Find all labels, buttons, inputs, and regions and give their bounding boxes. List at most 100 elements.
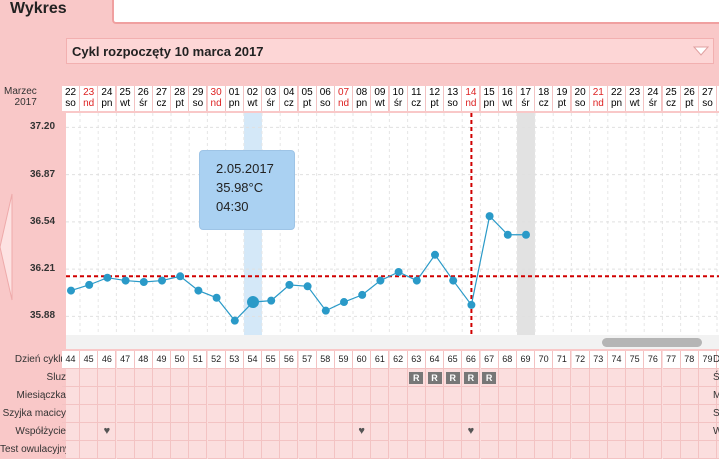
row-ovulation-test-cell[interactable] bbox=[80, 441, 99, 459]
row-intercourse-cell[interactable] bbox=[298, 423, 317, 441]
row-intercourse-cell[interactable] bbox=[262, 423, 281, 441]
row-intercourse-cell[interactable] bbox=[426, 423, 444, 441]
row-cervix-cell[interactable] bbox=[244, 405, 262, 423]
row-intercourse-cell[interactable] bbox=[335, 423, 353, 441]
row-ovulation-test-cell[interactable] bbox=[462, 441, 481, 459]
row-cervix-cell[interactable] bbox=[644, 405, 663, 423]
row-mucus-cell[interactable] bbox=[207, 369, 226, 387]
row-ovulation-test-cell[interactable] bbox=[280, 441, 299, 459]
row-cervix-cell[interactable] bbox=[262, 405, 281, 423]
row-menstruation-cell[interactable] bbox=[262, 387, 281, 405]
row-menstruation-cell[interactable] bbox=[316, 387, 335, 405]
row-mucus-cell[interactable] bbox=[298, 369, 317, 387]
row-ovulation-test-cell[interactable] bbox=[498, 441, 517, 459]
row-ovulation-test-cell[interactable] bbox=[389, 441, 408, 459]
row-intercourse-cell[interactable] bbox=[626, 423, 645, 441]
row-cervix-cell[interactable] bbox=[80, 405, 99, 423]
row-ovulation-test-cell[interactable] bbox=[426, 441, 444, 459]
row-cervix-cell[interactable] bbox=[116, 405, 135, 423]
row-cervix-cell[interactable] bbox=[571, 405, 590, 423]
row-ovulation-test-cell[interactable] bbox=[662, 441, 681, 459]
row-ovulation-test-cell[interactable] bbox=[589, 441, 608, 459]
row-mucus-cell[interactable] bbox=[517, 369, 535, 387]
row-intercourse-cell[interactable] bbox=[571, 423, 590, 441]
row-mucus-cell[interactable] bbox=[589, 369, 608, 387]
row-menstruation-cell[interactable] bbox=[535, 387, 554, 405]
row-intercourse-cell[interactable] bbox=[153, 423, 171, 441]
row-cervix-cell[interactable] bbox=[335, 405, 353, 423]
row-ovulation-test-cell[interactable] bbox=[353, 441, 372, 459]
row-menstruation-cell[interactable] bbox=[608, 387, 626, 405]
row-menstruation-cell[interactable] bbox=[280, 387, 299, 405]
row-intercourse-cell[interactable] bbox=[480, 423, 499, 441]
row-mucus-cell[interactable] bbox=[225, 369, 244, 387]
row-mucus-cell[interactable] bbox=[153, 369, 171, 387]
row-intercourse-cell[interactable] bbox=[134, 423, 153, 441]
row-intercourse-cell[interactable] bbox=[371, 423, 390, 441]
row-mucus-cell[interactable] bbox=[699, 369, 717, 387]
horizontal-scrollbar[interactable] bbox=[66, 335, 719, 349]
row-menstruation-cell[interactable] bbox=[353, 387, 372, 405]
row-mucus-cell[interactable] bbox=[717, 369, 719, 387]
row-cervix-cell[interactable] bbox=[280, 405, 299, 423]
row-ovulation-test-cell[interactable] bbox=[335, 441, 353, 459]
row-ovulation-test-cell[interactable] bbox=[644, 441, 663, 459]
row-ovulation-test-cell[interactable] bbox=[244, 441, 262, 459]
row-cervix-cell[interactable] bbox=[662, 405, 681, 423]
row-cervix-cell[interactable] bbox=[589, 405, 608, 423]
row-menstruation-cell[interactable] bbox=[207, 387, 226, 405]
row-menstruation-cell[interactable] bbox=[498, 387, 517, 405]
row-cervix-cell[interactable] bbox=[517, 405, 535, 423]
row-intercourse-cell[interactable] bbox=[662, 423, 681, 441]
row-menstruation-cell[interactable] bbox=[480, 387, 499, 405]
row-cervix-cell[interactable] bbox=[171, 405, 190, 423]
row-ovulation-test-cell[interactable] bbox=[316, 441, 335, 459]
row-ovulation-test-cell[interactable] bbox=[225, 441, 244, 459]
row-cervix-cell[interactable] bbox=[462, 405, 481, 423]
row-cervix-cell[interactable] bbox=[98, 405, 117, 423]
row-intercourse-cell[interactable] bbox=[116, 423, 135, 441]
row-mucus-cell[interactable] bbox=[171, 369, 190, 387]
row-ovulation-test-cell[interactable] bbox=[134, 441, 153, 459]
row-mucus-cell[interactable] bbox=[335, 369, 353, 387]
row-intercourse-cell[interactable] bbox=[207, 423, 226, 441]
scrollbar-thumb[interactable] bbox=[602, 338, 702, 347]
row-menstruation-cell[interactable] bbox=[717, 387, 719, 405]
row-menstruation-cell[interactable] bbox=[335, 387, 353, 405]
row-menstruation-cell[interactable] bbox=[98, 387, 117, 405]
mucus-cell[interactable]: R bbox=[444, 369, 463, 387]
row-cervix-cell[interactable] bbox=[153, 405, 171, 423]
row-ovulation-test-cell[interactable] bbox=[207, 441, 226, 459]
row-mucus-cell[interactable] bbox=[62, 369, 80, 387]
row-cervix-cell[interactable] bbox=[498, 405, 517, 423]
row-cervix-cell[interactable] bbox=[62, 405, 80, 423]
row-cervix-cell[interactable] bbox=[389, 405, 408, 423]
row-intercourse-cell[interactable] bbox=[80, 423, 99, 441]
row-menstruation-cell[interactable] bbox=[444, 387, 463, 405]
row-intercourse-cell[interactable] bbox=[244, 423, 262, 441]
row-mucus-cell[interactable] bbox=[608, 369, 626, 387]
row-menstruation-cell[interactable] bbox=[462, 387, 481, 405]
row-mucus-cell[interactable] bbox=[244, 369, 262, 387]
row-intercourse-cell[interactable] bbox=[680, 423, 699, 441]
row-mucus-cell[interactable] bbox=[280, 369, 299, 387]
prev-arrow-icon[interactable] bbox=[0, 192, 14, 302]
row-ovulation-test-cell[interactable] bbox=[626, 441, 645, 459]
row-cervix-cell[interactable] bbox=[480, 405, 499, 423]
row-mucus-cell[interactable] bbox=[189, 369, 208, 387]
row-menstruation-cell[interactable] bbox=[80, 387, 99, 405]
row-mucus-cell[interactable] bbox=[116, 369, 135, 387]
row-menstruation-cell[interactable] bbox=[371, 387, 390, 405]
row-intercourse-cell[interactable] bbox=[553, 423, 572, 441]
row-intercourse-cell[interactable] bbox=[444, 423, 463, 441]
row-ovulation-test-cell[interactable] bbox=[407, 441, 426, 459]
row-intercourse-cell[interactable] bbox=[644, 423, 663, 441]
row-mucus-cell[interactable] bbox=[644, 369, 663, 387]
row-ovulation-test-cell[interactable] bbox=[171, 441, 190, 459]
row-mucus-cell[interactable] bbox=[98, 369, 117, 387]
row-cervix-cell[interactable] bbox=[189, 405, 208, 423]
row-intercourse-cell[interactable] bbox=[171, 423, 190, 441]
row-cervix-cell[interactable] bbox=[699, 405, 717, 423]
row-mucus-cell[interactable] bbox=[371, 369, 390, 387]
row-mucus-cell[interactable] bbox=[553, 369, 572, 387]
